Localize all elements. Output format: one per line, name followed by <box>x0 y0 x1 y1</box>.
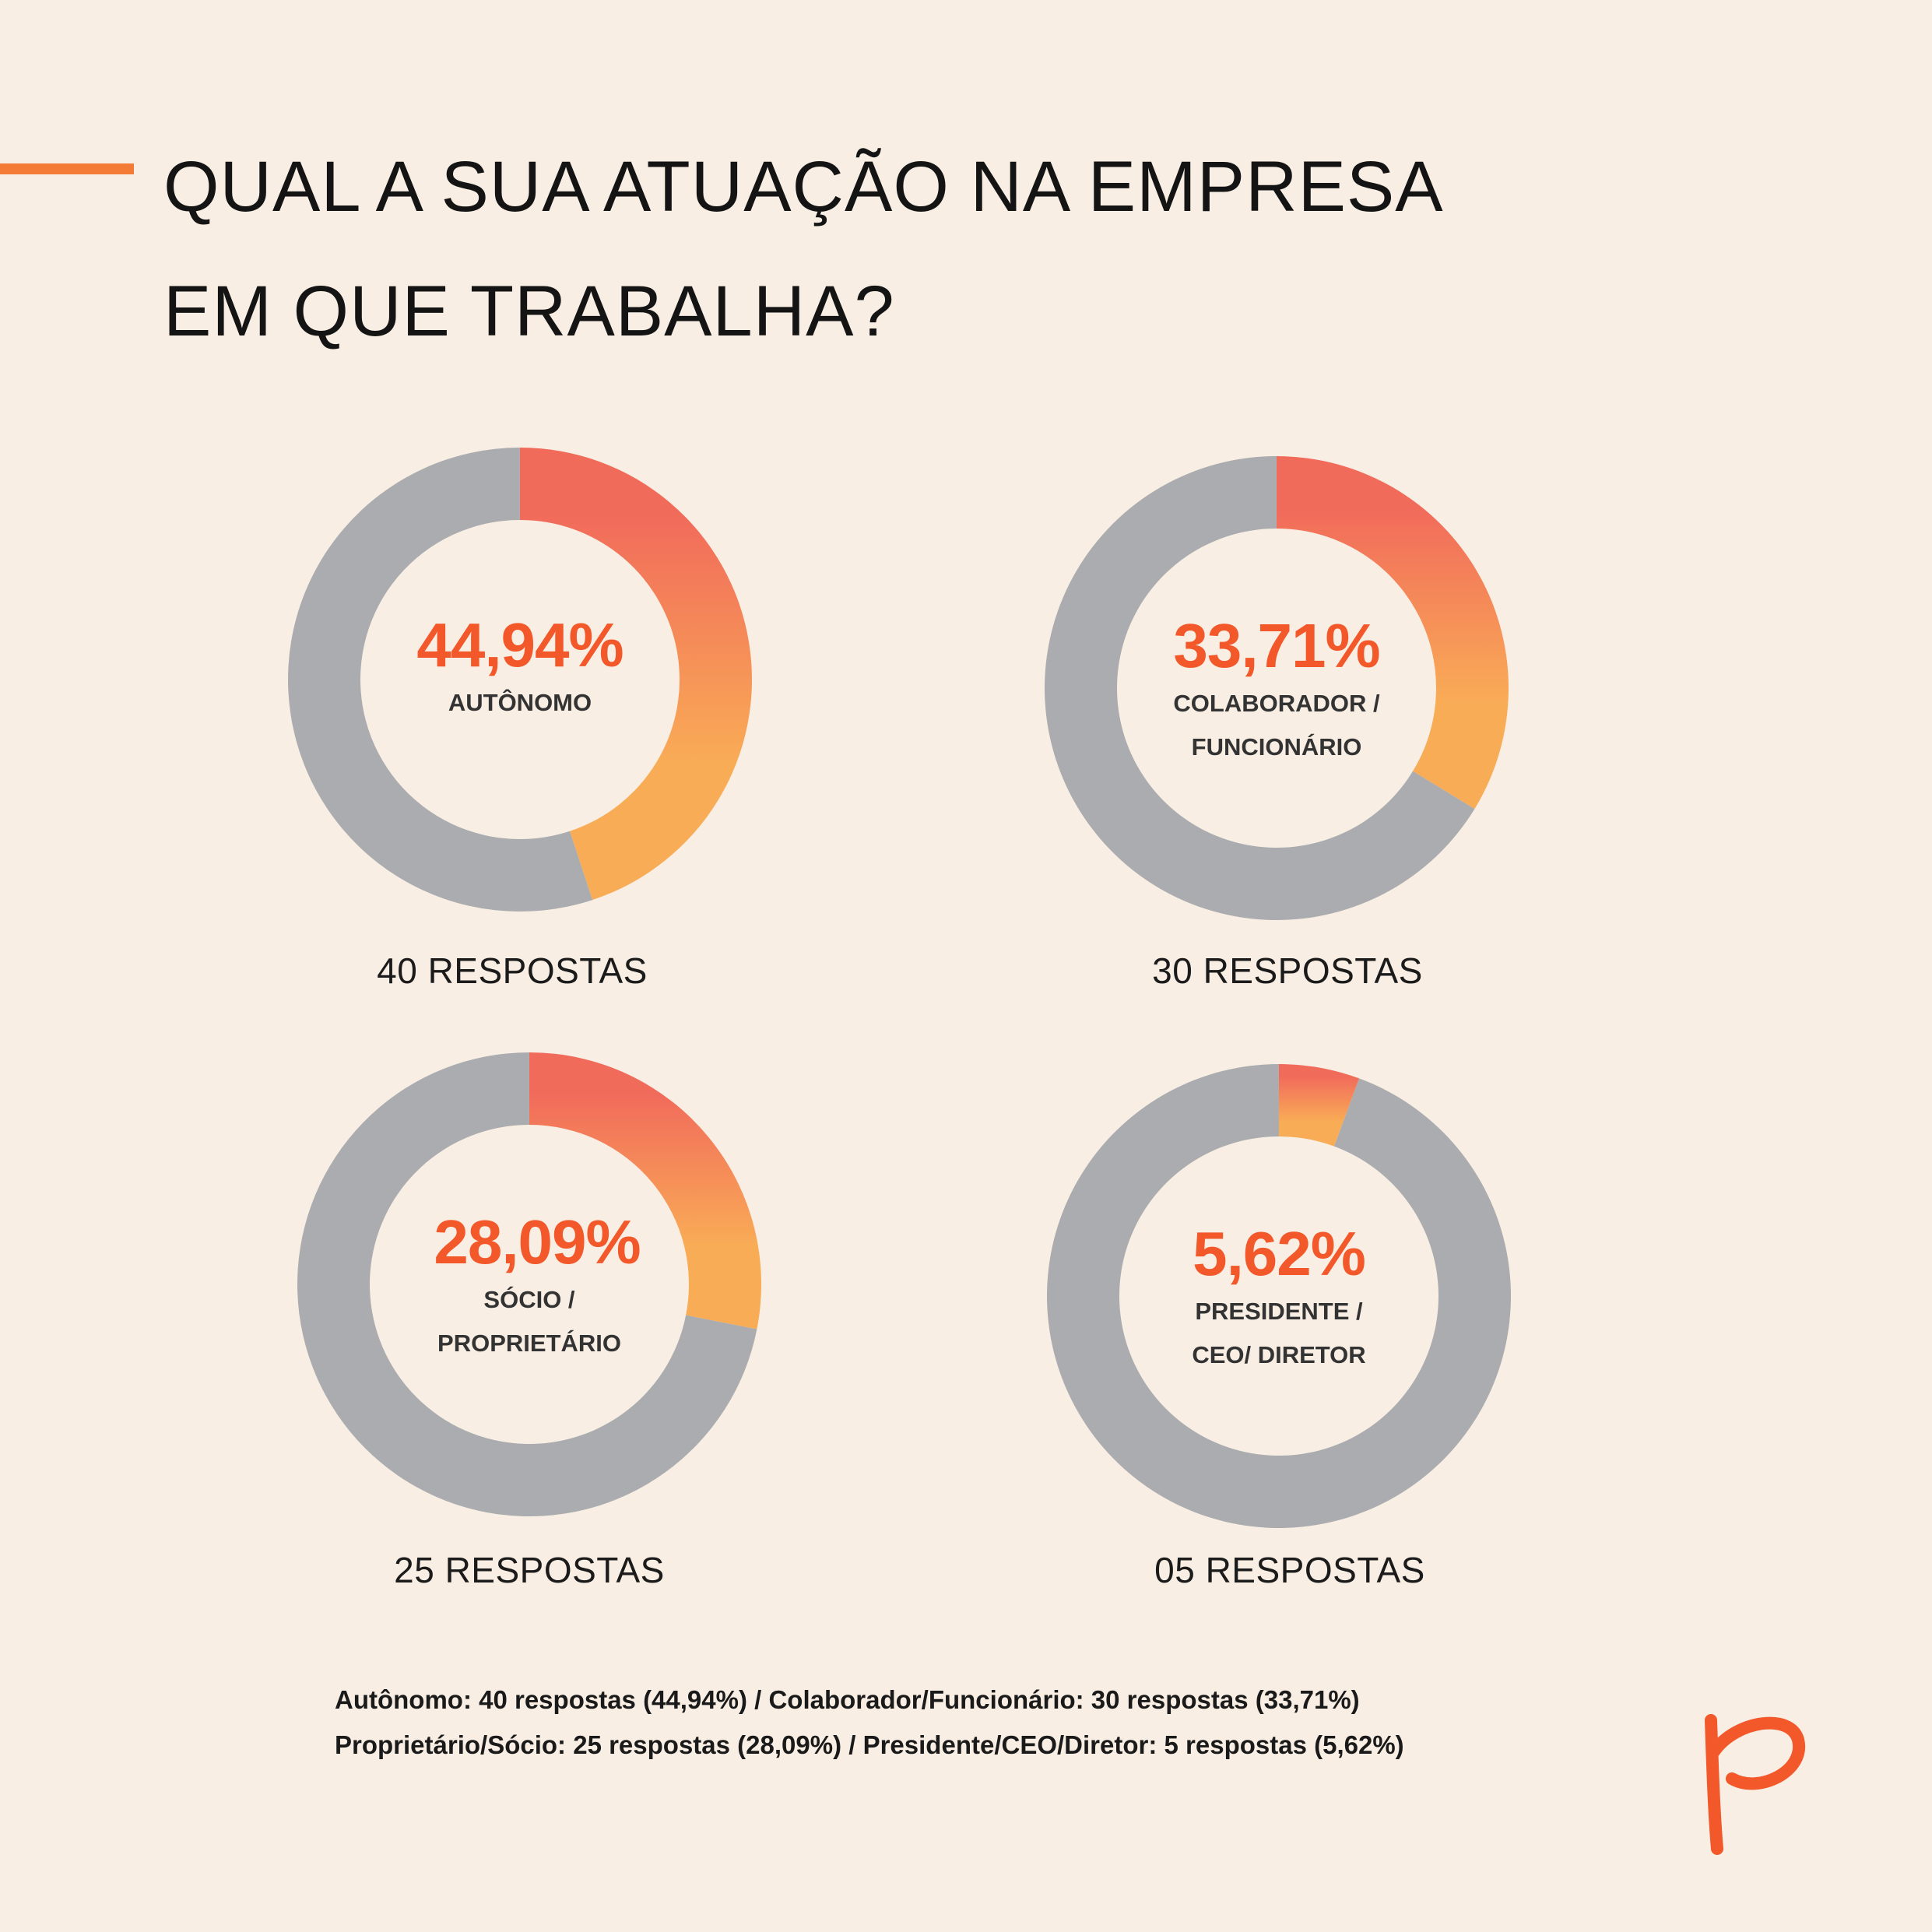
footnote-line-1: Autônomo: 40 respostas (44,94%) / Colabo… <box>335 1685 1360 1714</box>
percent-label: 28,09% <box>434 1207 641 1277</box>
title-line-1: QUAL A SUA ATUAÇÃO NA EMPRESA <box>163 147 1444 227</box>
donut-value-arc <box>520 448 753 901</box>
category-label-line-2: CEO/ DIRETOR <box>1192 1341 1366 1368</box>
donut-chart-svg <box>297 1052 761 1516</box>
responses-count: 05 RESPOSTAS <box>1154 1550 1425 1590</box>
responses-count: 25 RESPOSTAS <box>394 1550 665 1590</box>
donut-value-arc <box>1279 1064 1360 1147</box>
donut-remainder-arc <box>297 1052 757 1516</box>
percent-label: 5,62% <box>1193 1219 1366 1288</box>
brand-p-logo-icon <box>1689 1705 1814 1864</box>
title-line-2: EM QUE TRABALHA? <box>163 272 895 351</box>
percent-label: 33,71% <box>1173 611 1380 680</box>
donut-chart-presidente: 5,62% PRESIDENTE / CEO/ DIRETOR <box>1045 1063 1512 1530</box>
category-label-line-2: PROPRIETÁRIO <box>437 1330 621 1357</box>
donut-chart-colaborador: 33,71% COLABORADOR / FUNCIONÁRIO <box>1043 455 1510 922</box>
category-label: COLABORADOR / <box>1173 690 1380 717</box>
donut-value-arc <box>1277 456 1509 810</box>
donut-chart-svg <box>288 448 753 912</box>
donut-remainder-arc <box>288 448 593 912</box>
category-label: AUTÔNOMO <box>448 689 592 716</box>
footnote: Autônomo: 40 respostas (44,94%) / Colabo… <box>335 1677 1404 1768</box>
donut-chart-socio: 28,09% SÓCIO / PROPRIETÁRIO <box>296 1051 763 1518</box>
donut-chart-autonomo: 44,94% AUTÔNOMO <box>286 446 753 913</box>
category-label-line-2: FUNCIONÁRIO <box>1191 733 1362 761</box>
accent-line <box>0 163 134 174</box>
category-label: PRESIDENTE / <box>1195 1298 1363 1325</box>
percent-label: 44,94% <box>416 610 624 680</box>
donut-remainder-arc <box>1047 1064 1511 1528</box>
donut-chart-svg <box>1047 1064 1511 1528</box>
donut-chart-svg <box>1045 456 1509 920</box>
footnote-line-2: Proprietário/Sócio: 25 respostas (28,09%… <box>335 1730 1404 1759</box>
page-title: QUAL A SUA ATUAÇÃO NA EMPRESA EM QUE TRA… <box>163 125 1444 374</box>
category-label: SÓCIO / <box>483 1286 575 1313</box>
responses-count: 30 RESPOSTAS <box>1152 950 1423 991</box>
donut-value-arc <box>529 1052 761 1330</box>
donut-remainder-arc <box>1045 456 1475 920</box>
responses-count: 40 RESPOSTAS <box>377 950 648 991</box>
